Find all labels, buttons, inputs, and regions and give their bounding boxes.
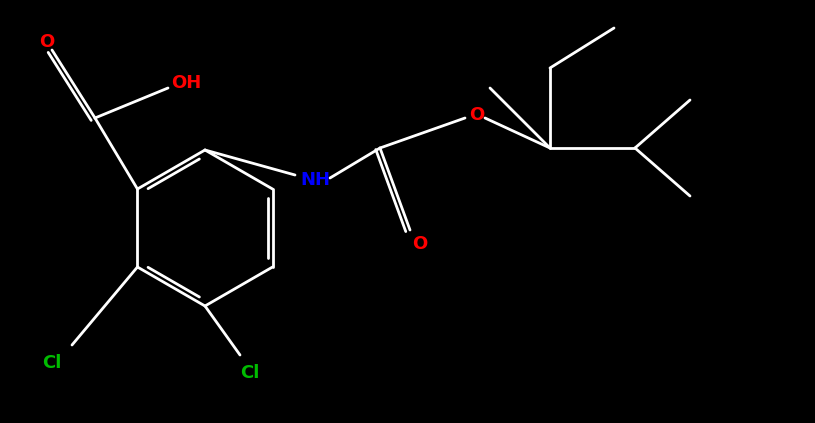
- Text: Cl: Cl: [240, 364, 260, 382]
- Text: OH: OH: [171, 74, 201, 92]
- Text: O: O: [469, 106, 485, 124]
- Text: O: O: [412, 235, 428, 253]
- Text: Cl: Cl: [42, 354, 62, 372]
- Text: O: O: [39, 33, 55, 51]
- Text: NH: NH: [300, 171, 330, 189]
